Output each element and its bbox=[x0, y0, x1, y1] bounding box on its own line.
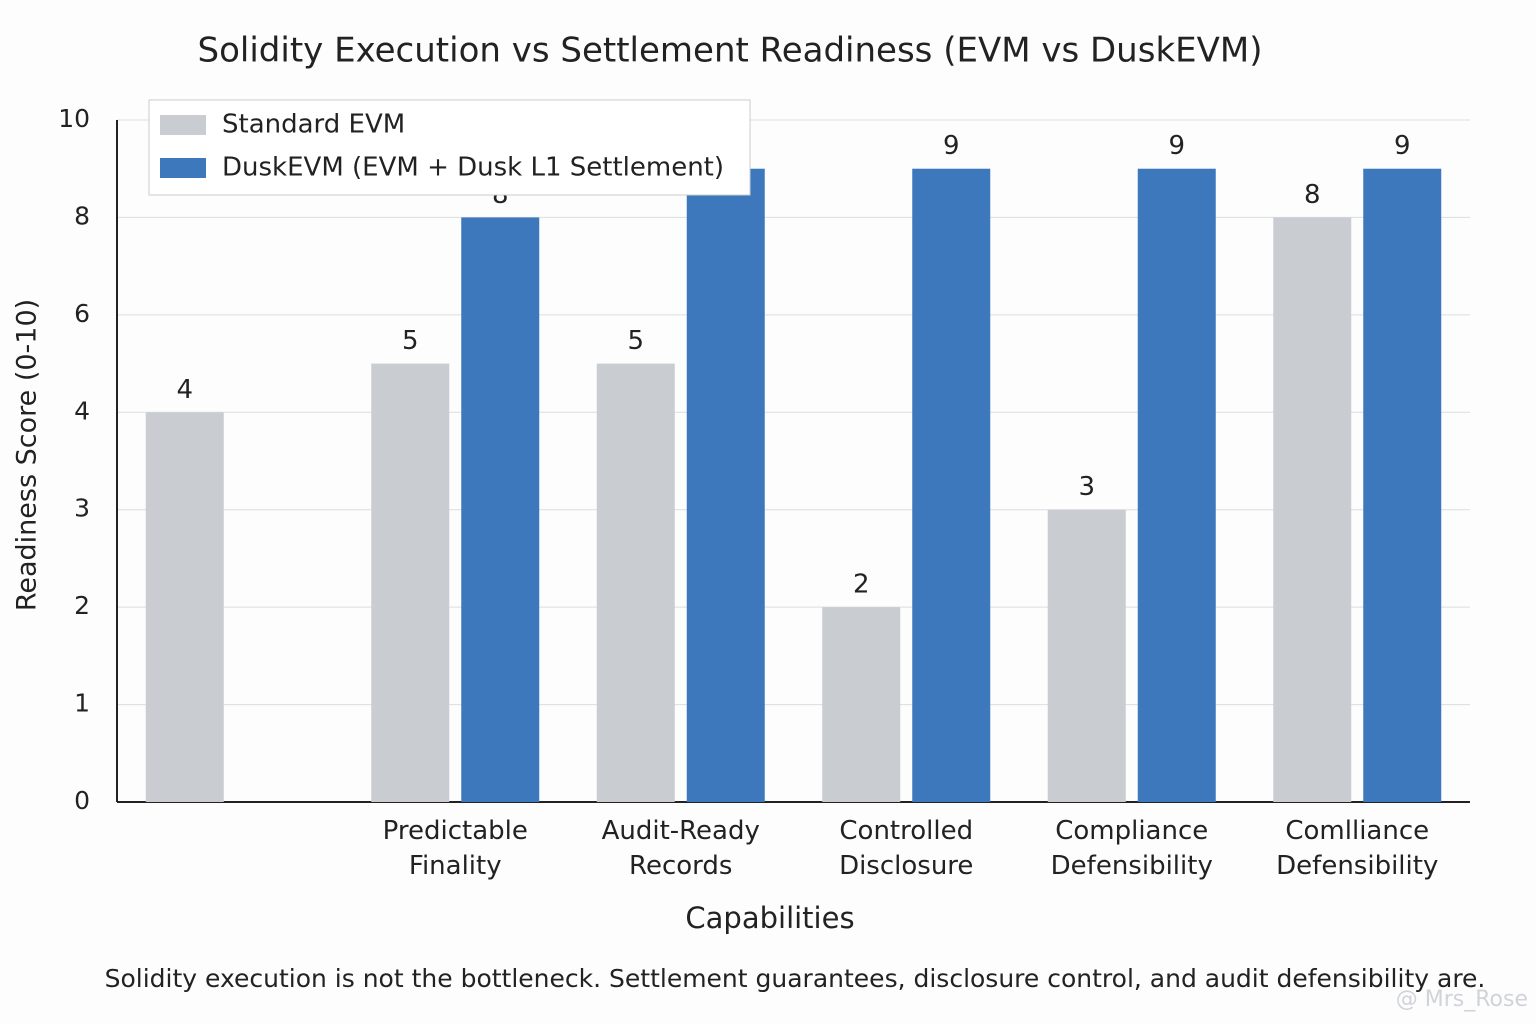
data-label: 8 bbox=[1304, 180, 1321, 210]
bar bbox=[1363, 168, 1442, 802]
y-tick-label: 10 bbox=[58, 104, 90, 133]
y-tick-label: 2 bbox=[74, 591, 90, 620]
x-tick-label: Controlled Disclosure bbox=[839, 816, 974, 881]
y-tick-label: 0 bbox=[74, 786, 90, 815]
data-label: 5 bbox=[627, 326, 644, 356]
y-tick-label: 8 bbox=[74, 201, 90, 230]
bar bbox=[461, 217, 540, 802]
y-tick-label: 6 bbox=[74, 299, 90, 328]
data-label: 3 bbox=[1078, 472, 1095, 502]
data-label: 2 bbox=[853, 570, 870, 600]
data-label: 9 bbox=[1168, 131, 1185, 161]
bar bbox=[822, 607, 901, 802]
y-axis-label: Readiness Score (0-10) bbox=[12, 299, 43, 611]
x-tick-label: Comlliance Defensibility bbox=[1276, 816, 1439, 881]
data-label: 5 bbox=[402, 326, 419, 356]
bar bbox=[1137, 168, 1216, 802]
y-tick-label: 4 bbox=[74, 396, 90, 425]
bar bbox=[371, 363, 450, 802]
data-label: 4 bbox=[176, 375, 193, 405]
bar bbox=[912, 168, 991, 802]
bar bbox=[145, 412, 224, 802]
legend-swatch bbox=[160, 158, 206, 178]
legend-label: Standard EVM bbox=[222, 110, 405, 140]
data-label: 9 bbox=[1394, 131, 1411, 161]
bar bbox=[596, 363, 675, 802]
legend-swatch bbox=[160, 115, 206, 135]
data-label: 9 bbox=[943, 131, 960, 161]
legend-label: DuskEVM (EVM + Dusk L1 Settlement) bbox=[222, 153, 724, 183]
x-axis-label: Capabilities bbox=[685, 901, 854, 935]
y-tick-label: 1 bbox=[74, 689, 90, 718]
bar bbox=[1047, 509, 1126, 802]
chart-title: Solidity Execution vs Settlement Readine… bbox=[198, 31, 1263, 71]
footnote: Solidity execution is not the bottleneck… bbox=[105, 964, 1486, 993]
watermark: @ Mrs_Rose bbox=[1396, 987, 1528, 1012]
x-tick-label: Predictable Finality bbox=[382, 816, 528, 881]
x-tick-label: Compliance Defensibility bbox=[1050, 816, 1213, 881]
y-tick-label: 3 bbox=[74, 494, 90, 523]
bar bbox=[1273, 217, 1352, 802]
bar bbox=[686, 168, 765, 802]
legend-box bbox=[148, 99, 751, 196]
x-tick-label: Audit-Ready Records bbox=[601, 816, 760, 881]
